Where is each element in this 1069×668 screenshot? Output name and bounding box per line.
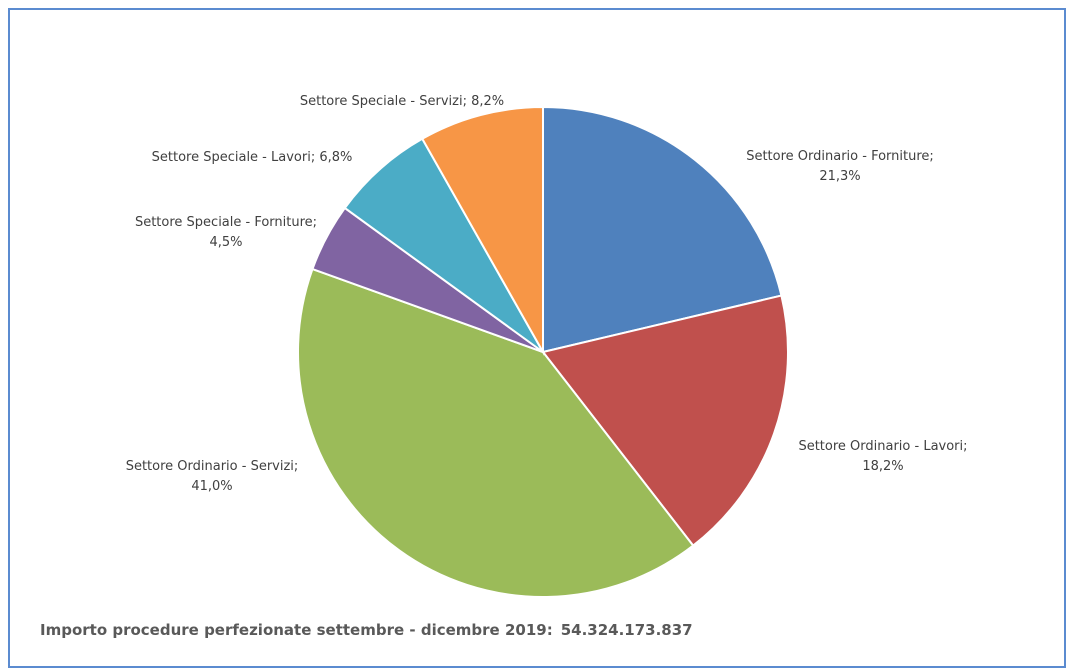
footer-caption-text: Importo procedure perfezionate settembre… xyxy=(40,621,553,639)
slice-data-label: Settore Speciale - Lavori; 6,8% xyxy=(152,150,353,165)
slice-data-label: Settore Ordinario - Forniture; 21,3% xyxy=(746,149,934,184)
slice-data-label: Settore Speciale - Servizi; 8,2% xyxy=(300,94,504,109)
pie-slice-settore-ordinario-forniture xyxy=(542,105,783,354)
slice-data-label: Settore Ordinario - Lavori; 18,2% xyxy=(798,439,967,474)
pie-chart: Settore Ordinario - Forniture; 21,3% Setto… xyxy=(126,94,968,598)
slice-data-label: Settore Ordinario - Servizi; 41,0% xyxy=(126,459,299,494)
slice-data-label: Settore Speciale - Forniture; 4,5% xyxy=(135,215,317,250)
pie-slice-settore-speciale-lavori xyxy=(343,137,544,353)
footer-total-value: 54.324.173.837 xyxy=(560,621,693,639)
footer-caption: Importo procedure perfezionate settembre… xyxy=(40,621,693,639)
pie-slice-settore-ordinario-lavori xyxy=(541,294,789,547)
pie-slice-settore-speciale-servizi xyxy=(420,105,544,356)
pie-slice-settore-ordinario-servizi xyxy=(297,267,695,598)
